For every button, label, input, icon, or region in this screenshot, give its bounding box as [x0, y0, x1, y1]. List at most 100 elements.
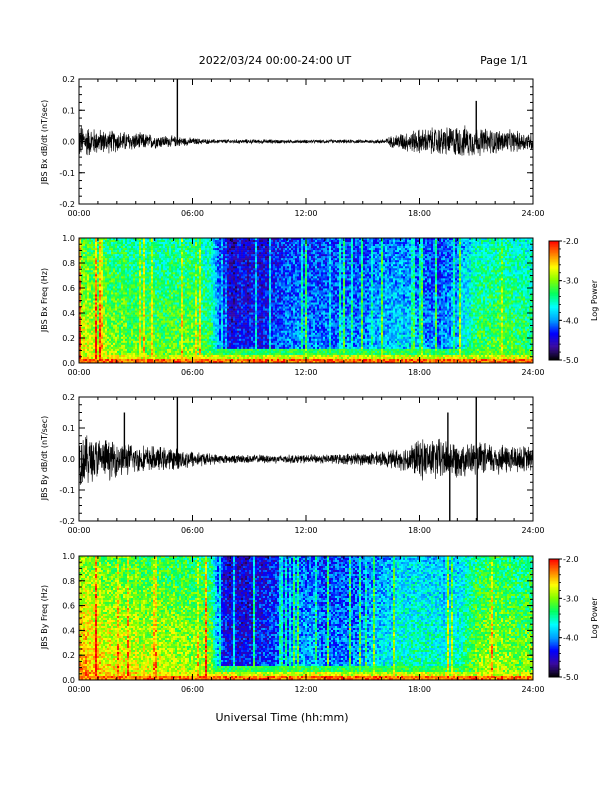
spectrogram-cell: [173, 326, 176, 329]
spectrogram-cell: [155, 320, 158, 323]
spectrogram-cell: [189, 248, 192, 251]
spectrogram-cell: [189, 256, 192, 259]
spectrogram-cell: [193, 328, 196, 331]
spectrogram-cell: [215, 278, 218, 281]
spectrogram-cell: [189, 288, 192, 291]
spectrogram-cell: [185, 246, 188, 249]
spectrogram-cell: [157, 258, 160, 261]
spectrogram-cell: [105, 314, 108, 317]
spectrogram-cell: [91, 346, 94, 350]
spectrogram-cell: [207, 310, 210, 313]
spectrogram-cell: [187, 256, 190, 259]
spectrogram-cell: [171, 240, 174, 243]
spectrogram-cell: [191, 302, 194, 305]
spectrogram-cell: [217, 288, 220, 291]
spectrogram-cell: [107, 312, 110, 315]
spectrogram-cell: [197, 310, 200, 313]
spectrogram-cell: [145, 264, 148, 267]
spectrogram-cell: [197, 280, 200, 283]
spectrogram-cell: [179, 344, 182, 348]
spectrogram-cell: [155, 250, 158, 253]
spectrogram-cell: [233, 342, 236, 346]
spectrogram-cell: [141, 358, 144, 362]
spectrogram-cell: [147, 264, 150, 267]
spectrogram-cell: [195, 248, 198, 251]
spectrogram-cell: [121, 284, 124, 287]
spectrogram-cell: [157, 240, 160, 243]
spectrogram-cell: [125, 304, 128, 307]
spectrogram-cell: [123, 254, 126, 257]
spectrogram-cell: [227, 268, 230, 271]
spectrogram-cell: [227, 356, 230, 360]
spectrogram-cell: [231, 332, 234, 336]
spectrogram-cell: [181, 352, 184, 356]
spectrogram-cell: [225, 246, 228, 249]
spectrogram-cell: [195, 264, 198, 267]
spectrogram-cell: [91, 342, 94, 346]
spectrogram-cell: [175, 240, 178, 243]
spectrogram-cell: [159, 340, 162, 344]
spectrogram-cell: [221, 326, 224, 329]
spectrogram-cell: [201, 244, 204, 247]
spectrogram-cell: [145, 248, 148, 251]
spectrogram-cell: [133, 254, 136, 257]
spectrogram-cell: [201, 316, 204, 319]
spectrogram-cell: [187, 322, 190, 325]
spectrogram-cell: [147, 314, 150, 317]
spectrogram-cell: [197, 354, 200, 358]
spectrogram-cell: [201, 272, 204, 275]
spectrogram-cell: [127, 316, 130, 319]
spectrogram-cell: [223, 340, 226, 344]
spectrogram-cell: [139, 244, 142, 247]
spectrogram-cell: [171, 270, 174, 273]
spectrogram-cell: [83, 306, 86, 309]
spectrogram-cell: [167, 344, 170, 348]
spectrogram-cell: [111, 330, 114, 334]
spectrogram-cell: [103, 258, 106, 261]
spectrogram-cell: [171, 272, 174, 275]
spectrogram-cell: [101, 258, 104, 261]
spectrogram-cell: [213, 328, 216, 331]
spectrogram-cell: [107, 290, 110, 293]
spectrogram-cell: [85, 338, 88, 342]
spectrogram-cell: [191, 294, 194, 297]
spectrogram-cell: [137, 258, 140, 261]
spectrogram-cell: [225, 274, 228, 277]
spectrogram-cell: [113, 296, 116, 299]
spectrogram-cell: [201, 348, 204, 352]
spectrogram-cell: [111, 358, 114, 362]
spectrogram-cell: [81, 250, 84, 253]
spectrogram-cell: [129, 348, 132, 352]
spectrogram-cell: [115, 316, 118, 319]
spectrogram-cell: [227, 330, 230, 334]
spectrogram-cell: [203, 282, 206, 285]
spectrogram-cell: [203, 270, 206, 273]
spectrogram-cell: [101, 300, 104, 303]
spectrogram-cell: [163, 242, 166, 245]
spectrogram-cell: [207, 242, 210, 245]
spectrogram-cell: [157, 360, 160, 364]
spectrogram-cell: [103, 346, 106, 350]
spectrogram-cell: [117, 358, 120, 362]
spectrogram-cell: [235, 324, 238, 327]
spectrogram-cell: [105, 282, 108, 285]
spectrogram-cell: [101, 356, 104, 360]
spectrogram-cell: [83, 284, 86, 287]
spectrogram-cell: [223, 292, 226, 295]
spectrogram-cell: [93, 330, 96, 334]
spectrogram-cell: [175, 350, 178, 354]
spectrogram-cell: [231, 346, 234, 350]
spectrogram-cell: [137, 328, 140, 331]
spectrogram-cell: [139, 316, 142, 319]
spectrogram-cell: [207, 318, 210, 321]
spectrogram-cell: [131, 268, 134, 271]
spectrogram-cell: [227, 254, 230, 257]
spectrogram-cell: [179, 340, 182, 344]
spectrogram-cell: [135, 346, 138, 350]
spectrogram-cell: [149, 342, 152, 346]
spectrogram-cell: [181, 304, 184, 307]
spectrogram-cell: [113, 310, 116, 313]
spectrogram-cell: [95, 300, 98, 303]
spectrogram-cell: [139, 288, 142, 291]
spectrogram-cell: [165, 286, 168, 289]
